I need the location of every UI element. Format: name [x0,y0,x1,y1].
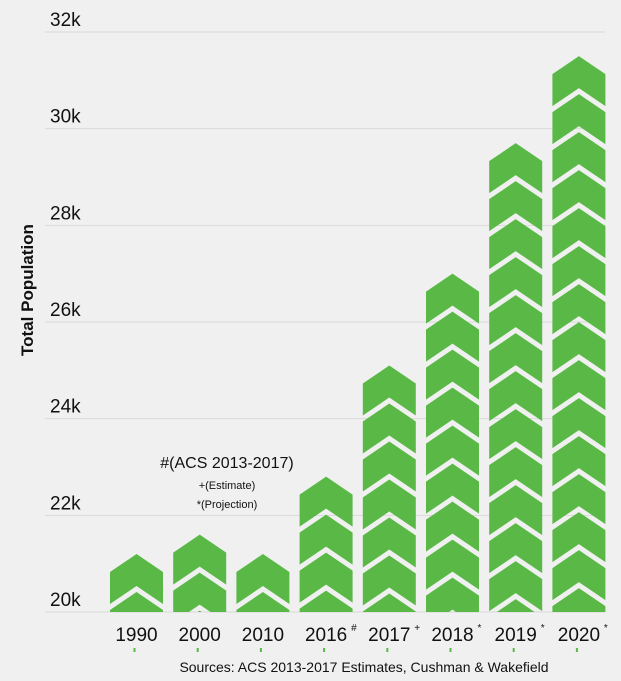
bar-chevron [552,436,606,487]
bar-chevron [489,143,543,194]
bar-chevron [426,425,479,476]
bar-chevron [426,539,479,590]
bar-2019 [489,143,543,613]
x-tick-label: 2017 [368,625,410,646]
bar-chevron [552,550,606,601]
bar-chevron [552,360,606,411]
bar-1990 [110,554,163,612]
bar-chevron [489,181,543,232]
bar-chevron [552,322,606,373]
bar-chevron [552,170,606,221]
bar-chevron [552,588,606,612]
bar-chevron [552,94,606,145]
legend-projection-note: *(Projection) [197,499,258,511]
bar-chevron [489,447,543,498]
gridlines [45,31,605,613]
bar-2018 [426,273,479,612]
y-axis-ticks: 20k 22k 24k 26k 28k 30k 32k [50,10,81,611]
y-tick-label: 24k [50,397,81,418]
bar-chevron [426,311,479,362]
x-tick-label: 2018 [431,625,473,646]
bar-chevron [489,371,543,422]
x-tick-mark: + [414,623,420,634]
source-note: Sources: ACS 2013-2017 Estimates, Cushma… [179,659,548,675]
bar-chevron [552,512,606,563]
bar-chevron [489,561,543,612]
bar-2020 [552,56,606,612]
y-tick-label: 22k [50,493,81,514]
legend-estimate-note: +(Estimate) [199,480,256,492]
x-tick-label: 1990 [115,625,157,646]
bar-chevron [173,572,227,613]
x-tick-label: 2010 [242,625,284,646]
bar-chevron [496,599,535,613]
bar-2010 [236,554,290,612]
x-tick-mark: * [604,623,608,634]
bar-chevron [489,409,543,460]
y-axis-label: Total Population [18,224,37,356]
bar-chevron [426,387,479,438]
bar-chevron [426,577,479,612]
bar-chevron [299,552,353,603]
bar-chevron [489,523,543,574]
bar-chevron [552,246,606,297]
bar-chevron [489,219,543,270]
bar-chevron [552,474,606,525]
bar-chevron [552,132,606,183]
y-tick-label: 20k [50,590,81,611]
y-tick-label: 32k [50,10,81,31]
y-tick-label: 26k [50,300,81,321]
bar-chevron [362,441,416,492]
bar-chevron [362,555,416,606]
bar-2000 [173,534,227,613]
bar-chevron [362,403,416,454]
bar-chevron [552,56,606,107]
x-axis-ticks: 1990 2000 2010 2016 #2017 +2018 * 2019 * 2020 * [115,623,608,652]
x-tick-label: 2019 [495,625,537,646]
bar-chevron [362,517,416,568]
bar-chevron [552,398,606,449]
bar-chevron [426,273,479,324]
x-tick-mark: # [351,623,357,634]
bar-chevron [489,295,543,346]
y-tick-label: 28k [50,203,81,224]
bar-chevron [362,593,416,612]
bars [110,56,606,613]
bar-chevron [299,476,353,527]
x-tick-mark: * [541,623,545,634]
bar-chevron [362,479,416,530]
bar-2017 [362,365,416,612]
legend-acs-note: #(ACS 2013-2017) [160,455,293,472]
y-tick-label: 30k [50,107,81,128]
bar-chevron [552,284,606,335]
bar-chevron [110,554,163,604]
bar-chevron [489,333,543,384]
bar-chevron [236,554,290,604]
bar-chevron [110,592,163,612]
bar-chevron [299,514,353,565]
bar-chevron [426,463,479,514]
bar-chevron [426,501,479,552]
bar-chevron [236,592,290,612]
x-tick-label: 2016 [305,625,347,646]
x-tick-label: 2020 [558,625,600,646]
bar-2016 [299,476,353,612]
bar-chevron [552,208,606,259]
bar-chevron [299,590,353,612]
bar-chevron [362,365,416,416]
bar-chevron [173,534,227,585]
x-tick-mark: * [478,623,482,634]
bar-chevron [489,485,543,536]
bar-chevron [489,257,543,308]
x-tick-label: 2000 [179,625,221,646]
bar-chevron [197,610,202,613]
bar-chevron [426,349,479,400]
